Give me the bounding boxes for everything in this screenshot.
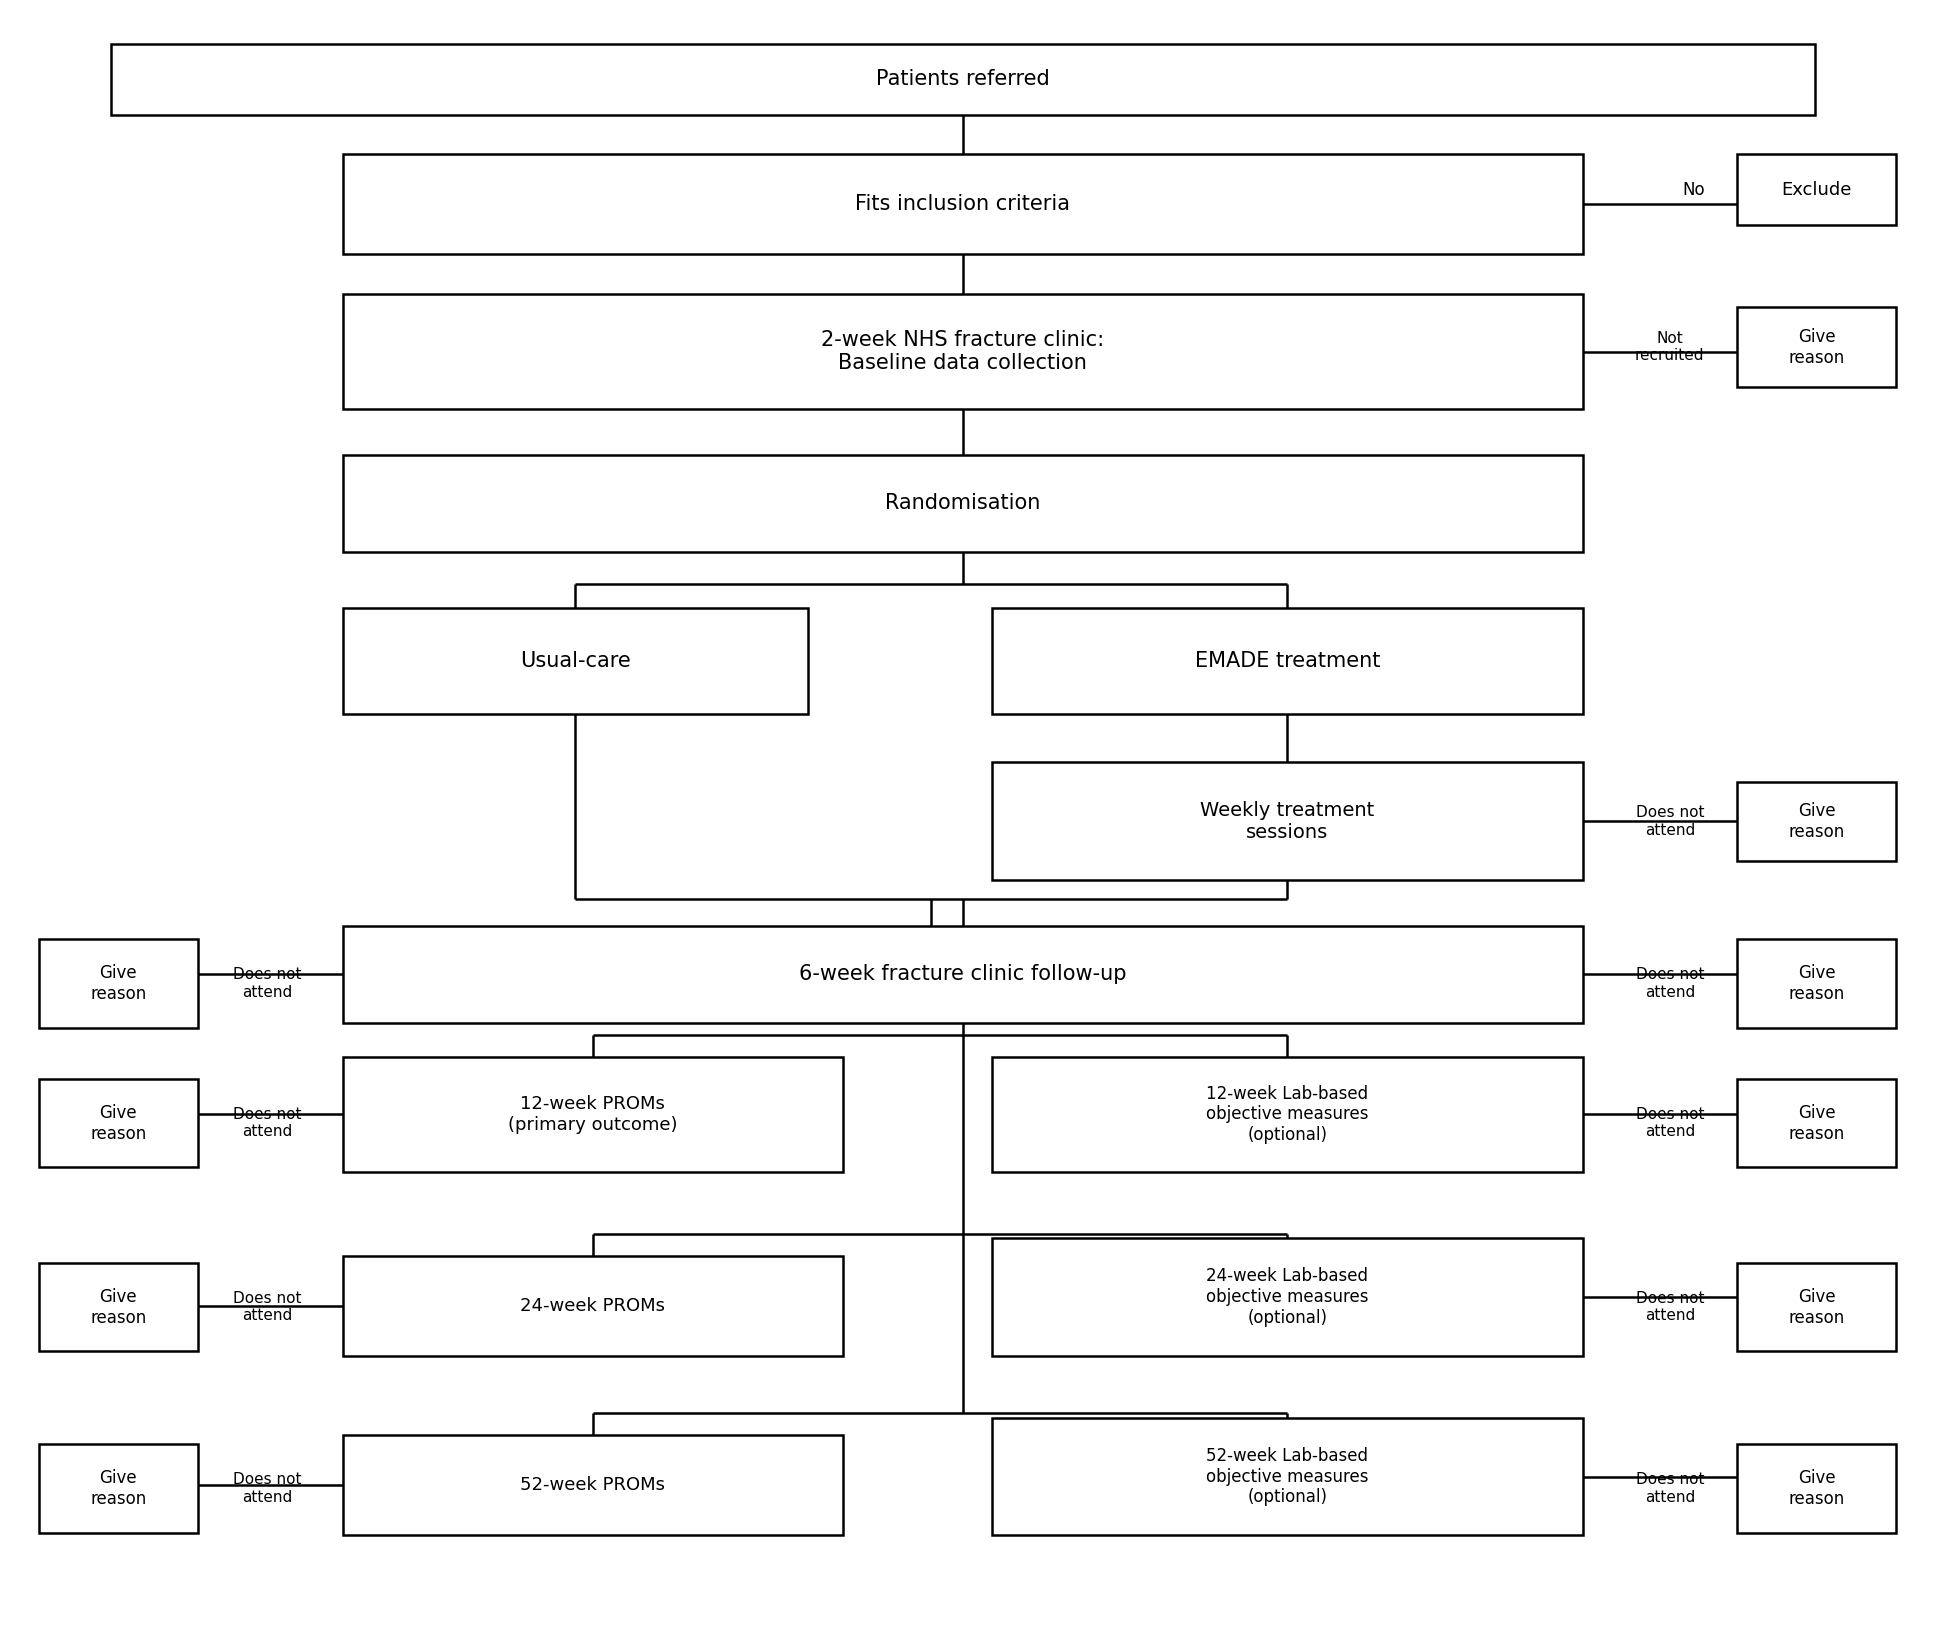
Bar <box>342 155 1583 254</box>
Text: Patients referred: Patients referred <box>875 70 1050 90</box>
Text: 24-week Lab-based
objective measures
(optional): 24-week Lab-based objective measures (op… <box>1206 1267 1369 1327</box>
Bar <box>39 1079 198 1167</box>
Text: 52-week Lab-based
objective measures
(optional): 52-week Lab-based objective measures (op… <box>1206 1447 1369 1506</box>
Bar <box>1737 939 1896 1027</box>
Bar <box>342 1436 842 1535</box>
Bar <box>1737 155 1896 225</box>
Text: Does not
attend: Does not attend <box>233 1472 301 1504</box>
Text: Give
reason: Give reason <box>1789 1104 1846 1143</box>
Bar <box>1737 781 1896 861</box>
Text: Does not
attend: Does not attend <box>1636 1291 1704 1324</box>
Text: Exclude: Exclude <box>1782 181 1852 199</box>
Text: Fits inclusion criteria: Fits inclusion criteria <box>856 194 1070 215</box>
Text: Randomisation: Randomisation <box>885 493 1041 513</box>
Bar <box>342 1255 842 1356</box>
Text: Does not
attend: Does not attend <box>233 1291 301 1324</box>
Bar <box>1737 1263 1896 1351</box>
Text: Give
reason: Give reason <box>89 964 146 1003</box>
Text: 24-week PROMs: 24-week PROMs <box>521 1298 665 1315</box>
Text: Give
reason: Give reason <box>1789 327 1846 366</box>
Bar <box>342 1057 842 1172</box>
Bar <box>39 1444 198 1532</box>
Text: EMADE treatment: EMADE treatment <box>1194 651 1379 671</box>
Bar <box>992 1057 1583 1172</box>
Bar <box>1737 1079 1896 1167</box>
Bar <box>992 607 1583 713</box>
Bar <box>992 1418 1583 1535</box>
Text: Weekly treatment
sessions: Weekly treatment sessions <box>1200 801 1375 842</box>
Text: 52-week PROMs: 52-week PROMs <box>521 1477 665 1495</box>
Text: Not
recruited: Not recruited <box>1636 330 1704 363</box>
Text: Does not
attend: Does not attend <box>233 1107 301 1140</box>
Text: Does not
attend: Does not attend <box>1636 1107 1704 1140</box>
Text: Give
reason: Give reason <box>1789 1468 1846 1508</box>
Text: 12-week Lab-based
objective measures
(optional): 12-week Lab-based objective measures (op… <box>1206 1084 1369 1144</box>
Text: No: No <box>1682 181 1704 199</box>
Text: Give
reason: Give reason <box>1789 964 1846 1003</box>
Text: Give
reason: Give reason <box>89 1288 146 1327</box>
Bar <box>39 939 198 1027</box>
Text: Give
reason: Give reason <box>89 1468 146 1508</box>
Bar <box>1737 308 1896 387</box>
Text: Give
reason: Give reason <box>1789 1288 1846 1327</box>
Text: Does not
attend: Does not attend <box>1636 967 1704 1000</box>
Bar <box>992 1237 1583 1356</box>
Bar <box>111 44 1815 114</box>
Text: Usual-care: Usual-care <box>519 651 630 671</box>
Bar <box>342 454 1583 552</box>
Bar <box>342 295 1583 409</box>
Bar <box>39 1263 198 1351</box>
Text: 2-week NHS fracture clinic:
Baseline data collection: 2-week NHS fracture clinic: Baseline dat… <box>821 330 1105 373</box>
Text: Give
reason: Give reason <box>89 1104 146 1143</box>
Bar <box>342 607 807 713</box>
Bar <box>342 926 1583 1022</box>
Text: Does not
attend: Does not attend <box>1636 806 1704 837</box>
Text: 6-week fracture clinic follow-up: 6-week fracture clinic follow-up <box>799 964 1126 985</box>
Text: Does not
attend: Does not attend <box>1636 1472 1704 1504</box>
Text: Give
reason: Give reason <box>1789 803 1846 840</box>
Bar <box>992 762 1583 881</box>
Text: Does not
attend: Does not attend <box>233 967 301 1000</box>
Text: 12-week PROMs
(primary outcome): 12-week PROMs (primary outcome) <box>508 1096 677 1133</box>
Bar <box>1737 1444 1896 1532</box>
